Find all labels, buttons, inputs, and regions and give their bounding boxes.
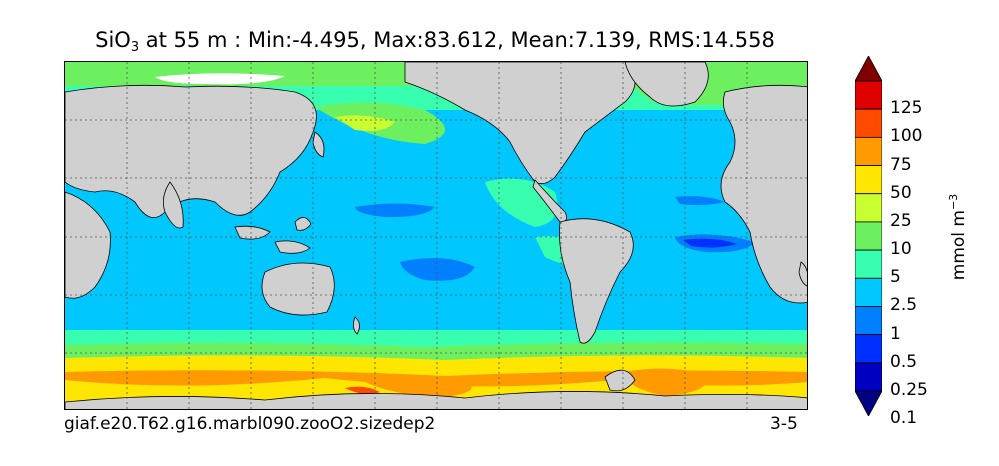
colorbar	[855, 56, 882, 416]
period-label: 3-5	[770, 414, 798, 434]
land-layer	[65, 62, 807, 409]
south-atlantic-core	[683, 238, 737, 248]
colorbar-extend-min	[855, 390, 882, 416]
colorbar-cell	[855, 249, 882, 279]
weddell-high	[365, 377, 472, 397]
run-name: giaf.e20.T62.g16.marbl090.zooO2.sizedep2	[64, 414, 436, 434]
colorbar-tick-label: 50	[890, 182, 912, 203]
colorbar-tick-label: 0.5	[890, 351, 918, 372]
colorbar-cell	[855, 306, 882, 336]
colorbar-cell	[855, 277, 882, 307]
colorbar-tick-label: 75	[890, 154, 912, 175]
sea-ice	[155, 73, 285, 85]
colorbar-cell	[855, 80, 882, 110]
ross-high	[625, 368, 707, 396]
colorbar-tick-label: 1	[890, 323, 901, 344]
colorbar-cell	[855, 165, 882, 195]
colorbar-extend-max	[855, 56, 882, 82]
plot-title: SiO3 at 55 m : Min:-4.495, Max:83.612, M…	[95, 28, 775, 55]
colorbar-tick-label: 0.25	[890, 380, 928, 400]
southern-peak	[345, 386, 380, 395]
colorbar-cell	[855, 193, 882, 223]
colorbar-cell	[855, 334, 882, 364]
colorbar-tick-label: 125	[890, 98, 923, 119]
colorbar-cell	[855, 108, 882, 138]
map-panel	[64, 61, 808, 410]
colorbar-cell	[855, 221, 882, 251]
graticule	[65, 62, 807, 409]
north-atlantic-low	[675, 196, 725, 206]
colorbar-cell	[855, 362, 882, 392]
colorbar-tick-label: 5	[890, 267, 901, 288]
world-map	[65, 62, 807, 409]
colorbar-cell	[855, 136, 882, 166]
north-pacific-peak	[335, 115, 395, 131]
colorbar-tick-label: 100	[890, 126, 923, 147]
colorbar-tick-label: 10	[890, 239, 912, 260]
south-pacific-low	[400, 258, 475, 281]
colorbar-unit-label: mmol m−3	[947, 193, 969, 281]
colorbar-tick-label: 2.5	[890, 295, 918, 316]
colorbar-tick-label: 0.1	[890, 408, 918, 429]
colorbar-tick-label: 25	[890, 210, 912, 231]
